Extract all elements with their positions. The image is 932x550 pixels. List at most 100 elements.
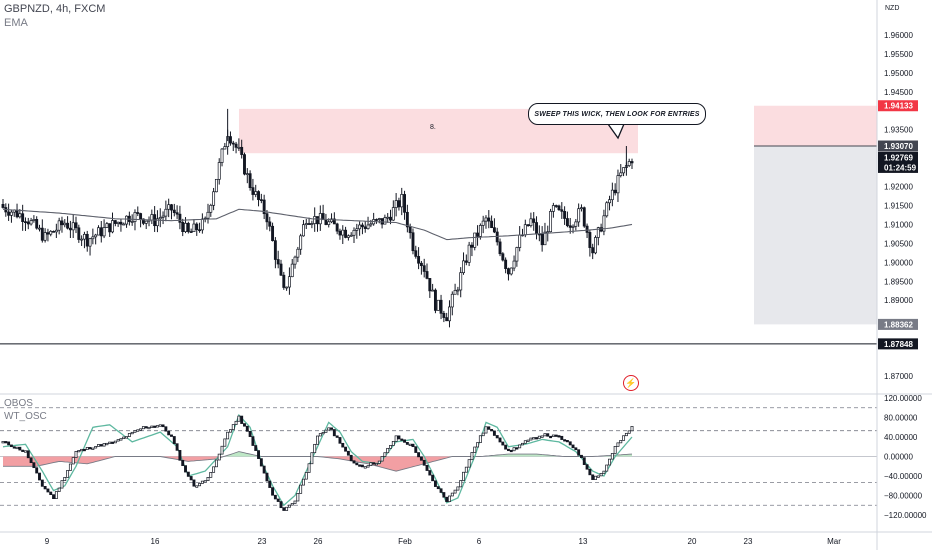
candle — [560, 202, 564, 219]
candle — [80, 235, 84, 247]
candle-body — [473, 232, 477, 248]
wt1-bar — [470, 452, 474, 461]
candle-body — [259, 199, 263, 201]
time-tick: 23 — [258, 537, 267, 546]
oscillator-pane[interactable] — [0, 407, 877, 511]
candle — [492, 218, 496, 234]
position-stop-box[interactable] — [754, 105, 877, 147]
candle-body — [397, 200, 401, 208]
wt1-bar — [512, 447, 516, 452]
wt1-bar — [375, 463, 378, 466]
candle-body — [94, 234, 98, 238]
candle-body — [43, 232, 47, 241]
candle-body — [234, 143, 238, 148]
candle — [66, 216, 70, 230]
candle — [99, 221, 103, 243]
candle — [346, 234, 350, 241]
candle — [1, 199, 5, 209]
candle — [105, 222, 109, 228]
candle-body — [52, 230, 55, 233]
candle — [108, 223, 112, 237]
candle-body — [419, 262, 423, 267]
candle-body — [358, 224, 362, 230]
wt1-bar — [622, 435, 626, 441]
time-tick: Feb — [398, 537, 412, 546]
wt1-bar — [599, 472, 603, 477]
price-pane[interactable] — [0, 105, 877, 345]
candle — [172, 203, 176, 217]
candle-body — [302, 224, 305, 237]
candle — [57, 217, 61, 235]
candle — [296, 246, 300, 263]
wt1-bar — [498, 437, 502, 443]
candle-body — [405, 211, 409, 228]
candle-body — [15, 209, 19, 218]
candle — [400, 187, 404, 216]
wt1-bar — [377, 460, 381, 464]
candle-body — [608, 199, 611, 204]
candle — [467, 241, 471, 267]
wt1-bar — [478, 435, 482, 443]
wt1-bar — [248, 430, 252, 437]
candle — [506, 267, 510, 281]
candle — [580, 204, 583, 212]
wt1-bar — [220, 445, 224, 455]
candle-body — [273, 240, 277, 260]
candle — [116, 221, 120, 227]
candle-body — [66, 222, 70, 229]
candle — [268, 216, 272, 232]
price-tick: 1.89500 — [884, 277, 913, 286]
wt1-bar — [565, 440, 569, 443]
candle-body — [453, 290, 457, 295]
lightning-icon[interactable]: ⚡ — [623, 375, 639, 391]
candle-body — [130, 221, 134, 223]
candle-body — [456, 289, 460, 292]
time-tick: 23 — [744, 537, 753, 546]
wt2-line[interactable] — [2, 413, 633, 507]
candle-body — [198, 229, 202, 232]
wt1-bar — [383, 452, 387, 457]
candle-body — [141, 218, 145, 224]
candle — [366, 216, 370, 230]
wt1-bar — [74, 450, 78, 458]
wt1-bar — [422, 459, 426, 466]
candle-body — [268, 221, 272, 227]
candle — [585, 223, 589, 239]
candle-body — [571, 225, 575, 228]
candle-body — [622, 167, 626, 174]
wt1-bar — [462, 471, 465, 481]
wt1-bar — [568, 441, 572, 446]
wt1-bar — [484, 426, 488, 434]
candle — [262, 194, 266, 220]
candle-body — [504, 259, 508, 269]
candle — [627, 158, 631, 168]
candle-body — [338, 230, 342, 236]
candle — [198, 222, 202, 233]
candle-body — [77, 227, 81, 240]
price-tag-bg — [878, 318, 918, 330]
wt1-bar — [313, 443, 317, 454]
candle-body — [515, 247, 519, 262]
candle — [360, 222, 364, 235]
candle — [363, 220, 367, 233]
wt1-bar — [186, 471, 190, 477]
callout-bubble[interactable]: SWEEP THIS WICK, THEN LOOK FOR ENTRIES — [528, 103, 706, 125]
osc-tick: 80.00000 — [884, 414, 918, 423]
wt1-bar — [588, 468, 592, 476]
wt1-bar — [153, 425, 157, 428]
candle — [212, 187, 216, 211]
price-tick: 1.90000 — [884, 258, 913, 267]
candle — [529, 212, 533, 228]
wt1-bar — [268, 480, 272, 488]
wt1-bar — [487, 426, 491, 430]
wt1-bar — [321, 432, 325, 435]
candle — [307, 217, 311, 226]
wt1-bar — [4, 441, 8, 444]
ema-line[interactable] — [2, 208, 633, 241]
position-target-box[interactable] — [754, 146, 877, 325]
wt1-bar — [411, 443, 415, 448]
candle-body — [304, 223, 308, 226]
wt1-bar — [363, 466, 367, 469]
wt1-bar — [170, 434, 173, 437]
wt1-bar — [265, 472, 269, 482]
